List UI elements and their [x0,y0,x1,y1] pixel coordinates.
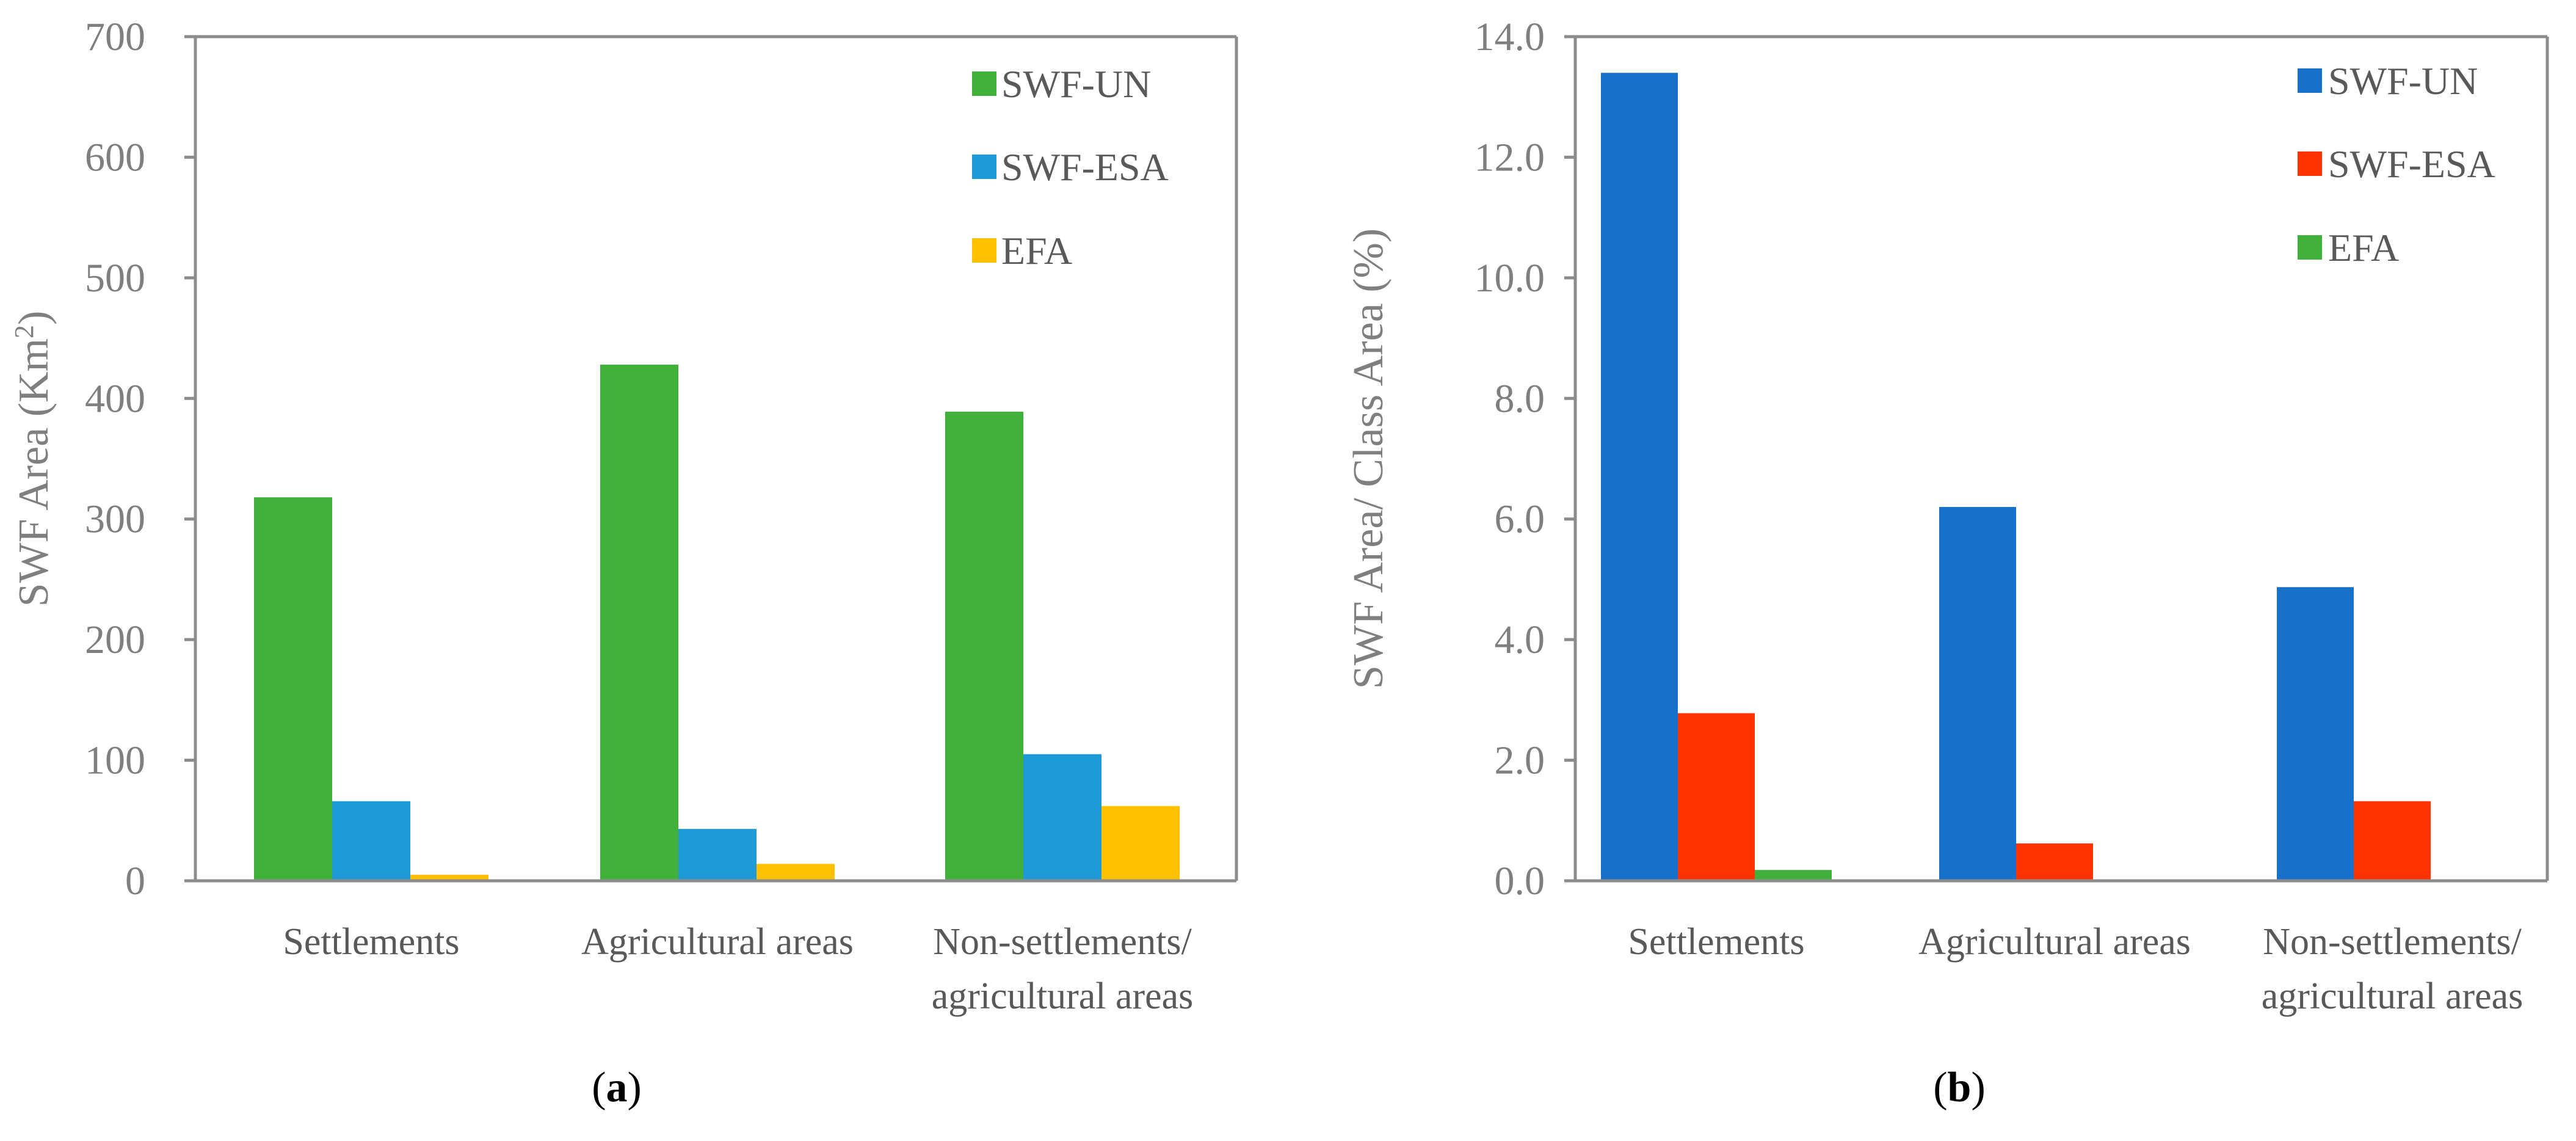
chart-b-y-tick-label: 6.0 [1495,497,1545,542]
chart-a-x-tick-label: Settlements [283,921,459,963]
chart-b-bar-swf-esa-2 [2016,843,2093,881]
chart-b-legend-swatch [2298,68,2322,93]
chart-a-panel-label-letter: a [606,1064,628,1111]
chart-a-y-axis-title-close: ) [10,311,57,325]
chart-a-y-axis-title: SWF Area (Km2) [9,311,58,607]
chart-a-y-tick-label: 700 [85,15,145,59]
chart-b-x-tick-label: Settlements [1628,921,1804,963]
chart-a-y-tick-label: 500 [85,256,145,301]
chart-a-x-tick-label: Non-settlements/ [933,921,1192,963]
chart-b-legend-swatch [2298,151,2322,176]
chart-b-bar-swf-esa-3 [2354,801,2431,881]
chart-b-bar-swf-esa-1 [1678,713,1755,881]
chart-b-bar-efa-1 [1755,870,1832,881]
chart-a-y-tick-label: 0 [125,859,145,903]
chart-a-y-axis-title-superscript: 2 [9,325,39,338]
chart-a-legend-swatch [972,238,996,263]
chart-a-y-tick-label: 600 [85,135,145,180]
chart-b-y-axis-title: SWF Area/ Class Area (%) [1345,228,1392,689]
chart-a-legend-label: SWF-UN [1001,62,1151,106]
chart-b-legend-label: SWF-ESA [2328,142,2495,186]
chart-a: 0 100 200 300 400 500 600 700 Settlements Agricul… [9,15,1238,1111]
chart-a-y-tick-label: 400 [85,376,145,421]
chart-a-panel-label-close: ) [628,1064,642,1111]
chart-a-bar-efa-3 [1101,806,1180,881]
chart-b-panel-label-letter: b [1948,1064,1972,1111]
chart-a-bar-swf-esa-1 [332,801,410,881]
chart-a-y-axis-title-main: SWF Area (Km [10,338,57,607]
chart-a-x-tick-label: Agricultural areas [581,921,854,963]
chart-b-x-tick-label: Non-settlements/ [2263,921,2522,963]
chart-b-legend-label: SWF-UN [2328,59,2478,103]
chart-b-y-tick-label: 4.0 [1495,618,1545,662]
chart-a-legend-label: EFA [1001,229,1072,272]
chart-b-bar-swf-un-3 [2277,587,2354,881]
chart-b-y-axis-title-main: SWF Area/ Class Area (%) [1345,228,1392,689]
chart-b-bar-swf-un-2 [1939,506,2016,881]
chart-b-panel-label: (b) [1933,1064,1986,1111]
chart-a-y-tick-label: 100 [85,738,145,783]
chart-a-panel-label: (a) [592,1064,642,1111]
chart-b-panel-label-close: ) [1971,1064,1985,1111]
chart-a-bar-swf-un-1 [254,497,332,881]
chart-b: 0.0 2.0 4.0 6.0 8.0 10.0 12.0 14.0 Settlements Ag… [1345,15,2549,1111]
chart-b-y-tick-label: 8.0 [1495,376,1545,421]
chart-a-bar-efa-2 [756,864,835,881]
chart-b-y-tick-label: 0.0 [1495,859,1545,903]
chart-a-legend-swatch [972,71,996,96]
chart-b-y-tick-label: 12.0 [1475,135,1545,180]
chart-b-y-tick-label: 2.0 [1495,738,1545,783]
chart-a-bar-efa-1 [410,875,488,881]
chart-a-x-tick-label: agricultural areas [932,975,1194,1017]
chart-b-x-tick-label: agricultural areas [2262,975,2523,1017]
chart-a-bar-swf-un-3 [945,412,1023,881]
chart-b-x-tick-label: Agricultural areas [1918,921,2191,963]
chart-b-bar-swf-un-1 [1601,73,1678,881]
chart-b-legend-label: EFA [2328,226,2399,269]
chart-a-panel-label-open: ( [592,1064,606,1111]
chart-b-y-tick-label: 10.0 [1475,256,1545,301]
chart-a-bar-swf-un-2 [600,365,678,881]
chart-a-legend-label: SWF-ESA [1001,145,1169,189]
chart-b-legend-swatch [2298,235,2322,260]
chart-a-y-tick-label: 200 [85,618,145,662]
chart-b-panel-label-open: ( [1933,1064,1947,1111]
chart-a-y-tick-label: 300 [85,497,145,542]
chart-b-y-tick-label: 14.0 [1475,15,1545,59]
chart-a-legend-swatch [972,155,996,179]
chart-a-bar-swf-esa-2 [678,829,756,881]
chart-a-bar-swf-esa-3 [1023,754,1101,881]
